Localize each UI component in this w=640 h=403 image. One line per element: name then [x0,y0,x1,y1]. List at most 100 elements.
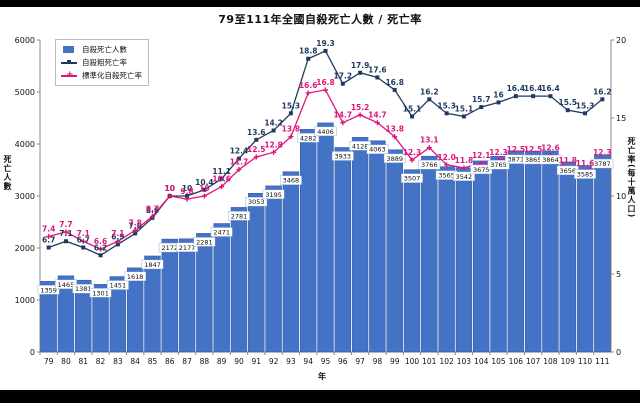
crude-rate-point [461,114,466,119]
crude-rate-label: 7.1 [59,229,72,238]
chart-svg: 0 1000 2000 3000 4000 5000 6000 0 5 10 15 20 79 80 81 8… [15,36,627,366]
crude-rate-label: 6.2 [94,243,107,252]
bar-value-box [383,153,406,163]
legend-swatch-bar [61,45,77,54]
crude-rate-label: 8.6 [146,206,159,215]
std-rate-label: 12.0 [437,153,456,162]
crude-rate-label: 16 [493,90,503,99]
crude-rate-label: 15.1 [455,104,474,113]
bar-value-label: 1301 [92,289,109,297]
bar [455,167,473,353]
crude-rate-label: 12.4 [230,147,249,156]
bar-value-box [210,227,233,237]
bar [57,275,75,353]
x-tick-label: 91 [252,357,262,366]
crude-rate-point [115,242,120,247]
crude-rate-point [392,87,397,92]
bar [196,233,213,353]
crude-rate-point [236,156,241,161]
legend-label-deaths: 自殺死亡人數 [82,45,127,54]
bar-value-label: 2172 [161,244,178,252]
crude-rate-point [427,97,432,102]
std-rate-label: 12.6 [541,143,560,152]
x-tick-label: 102 [439,357,454,366]
std-rate-label: 16.6 [299,81,318,90]
bar-value-box [37,285,60,295]
crude-rate-label: 13.6 [247,128,266,137]
bar-value-label: 4063 [369,146,386,154]
bar [213,223,230,353]
bar [490,155,507,353]
bar [421,155,438,353]
bar-value-box [106,280,129,290]
bar-value-box [141,259,164,270]
bar-value-label: 3542 [456,173,473,181]
crude-rate-label: 16.2 [593,87,612,96]
x-tick-label: 111 [595,357,610,366]
bar-value-box [193,237,216,247]
bar-value-label: 1381 [75,285,92,293]
bar-value-label: 3468 [283,177,300,185]
crude-rate-point [358,70,363,75]
right-tick-label: 15 [616,114,626,123]
std-rate-label: 10 [199,184,209,193]
right-tick-label: 10 [616,192,626,201]
x-tick-label: 90 [234,357,244,366]
bar-value-label: 2781 [231,212,248,220]
std-rate-label: 12.8 [264,140,283,149]
legend-item-standardized: + 標準化自殺死亡率 [61,69,142,82]
bar-value-label: 3195 [265,191,282,199]
x-tick-label: 101 [422,357,437,366]
legend-item-crude: 自殺粗死亡率 [61,56,142,69]
bar [299,129,317,353]
x-tick-label: 100 [405,357,420,366]
bar [161,238,178,353]
crude-rate-label: 15.1 [403,104,422,113]
bar [576,165,594,353]
crude-rate-label: 17.6 [368,65,387,74]
std-rate-label: 13.1 [420,136,439,145]
bar [386,149,403,353]
crude-rate-point [410,114,415,119]
x-tick-label: 85 [148,357,158,366]
x-tick-label: 106 [509,357,524,366]
bar [542,150,559,353]
x-tick-label: 97 [355,357,365,366]
crude-rate-label: 16.2 [420,87,439,96]
std-rate-label: 13.8 [282,125,301,134]
bar-value-box [279,175,302,185]
x-tick-label: 88 [200,357,210,366]
x-tick-label: 108 [543,357,558,366]
crude-rate-label: 17.2 [334,72,353,81]
left-tick-label: 4000 [15,140,35,149]
crude-rate-label: 6.7 [42,235,55,244]
bar [178,238,196,353]
bar-value-label: 4282 [300,134,317,142]
left-tick-label: 1000 [15,296,35,305]
crude-rate-point [496,100,501,105]
x-tick-label: 93 [286,357,296,366]
bar-value-label: 3864 [542,156,559,164]
crude-rate-point [288,111,293,116]
x-tick-label: 104 [474,357,489,366]
std-rate-label: 7.7 [59,220,72,229]
x-tick-label: 83 [113,357,123,366]
bar [144,255,161,353]
x-tick-label: 98 [373,357,383,366]
crude-rate-point [98,253,103,258]
bar-value-label: 1618 [127,273,144,281]
crude-rate-point [46,245,51,250]
crude-rate-label: 15.5 [558,98,577,107]
crude-rate-label: 14.2 [264,118,283,127]
crude-rate-point [548,94,553,99]
crude-rate-point [513,94,518,99]
legend-label-crude: 自殺粗死亡率 [82,58,127,67]
crude-rate-point [254,137,259,142]
bar-value-box [487,160,510,170]
crude-rate-point [375,75,380,80]
bar-value-box [401,173,423,183]
bar-value-box [539,154,562,165]
x-tick-label: 79 [44,357,54,366]
std-rate-label: 11.8 [558,156,577,165]
bar-value-label: 3585 [577,171,594,179]
